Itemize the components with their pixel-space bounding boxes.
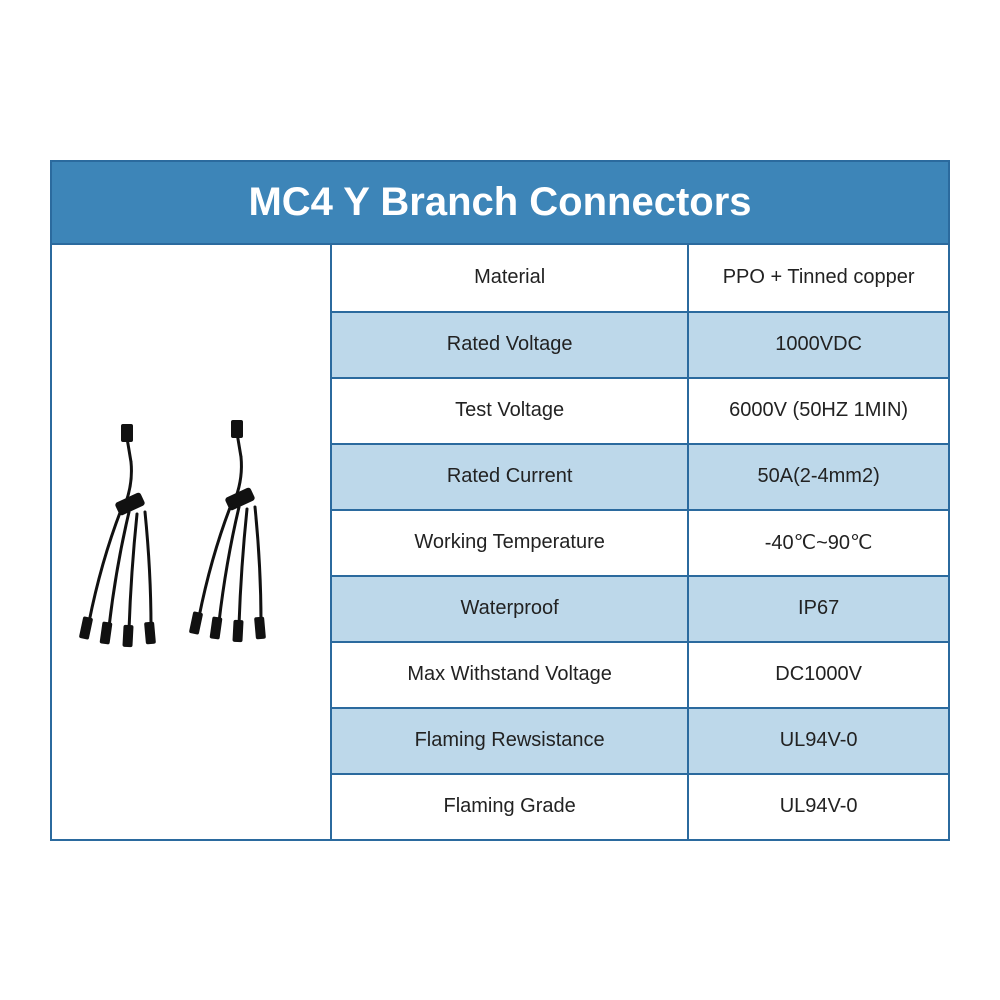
spec-row: Flaming GradeUL94V-0	[332, 773, 948, 839]
spec-row: Flaming RewsistanceUL94V-0	[332, 707, 948, 773]
spec-card: MC4 Y Branch Connectors	[50, 160, 950, 841]
spec-value: UL94V-0	[689, 709, 948, 773]
spec-label: Waterproof	[332, 577, 689, 641]
spec-row: Working Temperature-40℃~90℃	[332, 509, 948, 575]
spec-label: Rated Voltage	[332, 313, 689, 377]
card-title: MC4 Y Branch Connectors	[248, 180, 751, 224]
spec-value: IP67	[689, 577, 948, 641]
spec-label: Working Temperature	[332, 511, 689, 575]
product-image-icon	[71, 412, 311, 672]
spec-label: Flaming Rewsistance	[332, 709, 689, 773]
spec-row: Max Withstand VoltageDC1000V	[332, 641, 948, 707]
spec-row: Rated Voltage1000VDC	[332, 311, 948, 377]
spec-label: Rated Current	[332, 445, 689, 509]
spec-value: UL94V-0	[689, 775, 948, 839]
spec-table: MaterialPPO + Tinned copperRated Voltage…	[332, 245, 948, 839]
spec-value: 50A(2-4mm2)	[689, 445, 948, 509]
spec-label: Material	[332, 245, 689, 311]
spec-value: DC1000V	[689, 643, 948, 707]
card-body: MaterialPPO + Tinned copperRated Voltage…	[52, 245, 948, 839]
spec-value: -40℃~90℃	[689, 511, 948, 575]
spec-label: Test Voltage	[332, 379, 689, 443]
product-image-cell	[52, 245, 332, 839]
spec-row: Test Voltage6000V (50HZ 1MIN)	[332, 377, 948, 443]
spec-row: WaterproofIP67	[332, 575, 948, 641]
spec-value: PPO + Tinned copper	[689, 245, 948, 311]
spec-row: Rated Current50A(2-4mm2)	[332, 443, 948, 509]
spec-value: 6000V (50HZ 1MIN)	[689, 379, 948, 443]
spec-label: Flaming Grade	[332, 775, 689, 839]
title-bar: MC4 Y Branch Connectors	[52, 162, 948, 245]
spec-row: MaterialPPO + Tinned copper	[332, 245, 948, 311]
spec-label: Max Withstand Voltage	[332, 643, 689, 707]
spec-value: 1000VDC	[689, 313, 948, 377]
